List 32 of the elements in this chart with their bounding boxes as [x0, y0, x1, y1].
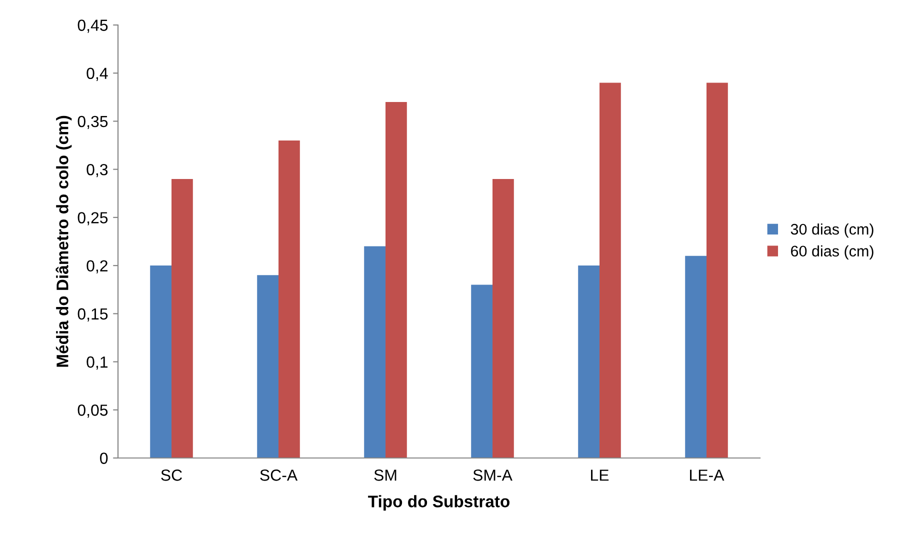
y-tick-label: 0,45	[78, 20, 108, 33]
y-tick-label: 0,15	[78, 308, 108, 322]
bar	[257, 275, 278, 458]
bar	[471, 284, 492, 458]
y-tick-label: 0,05	[78, 404, 108, 418]
x-tick-label: SC	[161, 470, 182, 481]
bar	[578, 266, 600, 458]
bar	[386, 102, 407, 458]
x-tick-label: SC-A	[260, 470, 298, 481]
y-tick-label: 0	[100, 452, 108, 464]
bar	[600, 82, 621, 458]
x-axis-title: Tipo do Substrato	[368, 495, 510, 511]
y-tick-label: 0,3	[86, 164, 108, 178]
y-axis-title: Média do Diâmetro do colo (cm)	[56, 116, 72, 367]
y-tick-label: 0,25	[78, 212, 108, 226]
x-tick-label: LE	[591, 470, 609, 481]
x-tick-label: SM-A	[473, 470, 512, 481]
bar	[685, 256, 706, 458]
y-tick-label: 0,1	[86, 356, 108, 370]
legend-label: 60 dias (cm)	[791, 245, 874, 260]
bar	[364, 246, 386, 458]
bar	[492, 178, 514, 458]
bar	[150, 266, 172, 458]
bar	[278, 140, 300, 458]
y-tick-label: 0,35	[78, 116, 108, 130]
bar	[172, 178, 193, 458]
y-tick-label: 0,2	[86, 260, 108, 274]
x-tick-label: SM	[374, 470, 396, 481]
legend-label: 30 dias (cm)	[790, 223, 874, 238]
y-tick-label: 0,4	[86, 68, 108, 81]
bar	[706, 82, 728, 458]
x-tick-label: LE-A	[690, 470, 724, 481]
